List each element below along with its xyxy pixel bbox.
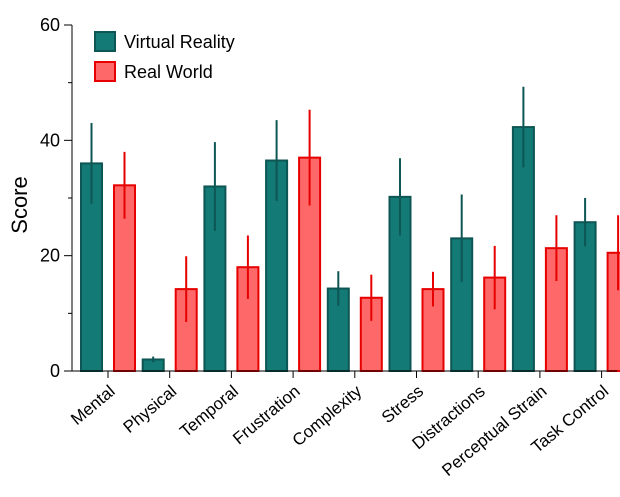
legend: Virtual Reality Real World xyxy=(94,31,235,82)
x-tick-label: Mental xyxy=(67,382,118,429)
y-axis-title: Score xyxy=(7,176,32,233)
x-tick-label: Physical xyxy=(120,382,181,437)
x-tick-label: Perceptual Strain xyxy=(438,382,550,480)
y-axis: 0 20 40 60 xyxy=(40,15,73,381)
plot-area xyxy=(80,86,620,373)
y-tick-label: 20 xyxy=(40,246,60,266)
y-tick-label: 0 xyxy=(50,361,60,381)
legend-swatch-vr xyxy=(94,31,116,52)
x-tick-label: Stress xyxy=(378,382,427,428)
legend-label-vr: Virtual Reality xyxy=(124,32,235,52)
x-tick-label: Complexity xyxy=(289,381,366,450)
y-tick-label: 60 xyxy=(40,15,60,35)
legend-label-rw: Real World xyxy=(124,62,213,82)
legend-swatch-rw xyxy=(94,61,116,82)
x-axis: Mental PhysicalTemporalFrustrationComplex… xyxy=(67,370,617,480)
y-tick-label: 40 xyxy=(40,130,60,150)
